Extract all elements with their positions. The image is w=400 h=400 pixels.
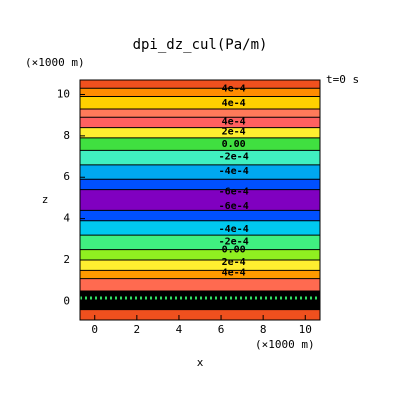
x-tick-label: 0 bbox=[91, 323, 98, 336]
contour-label: 4e-4 bbox=[222, 98, 246, 109]
contour-band bbox=[80, 179, 320, 190]
chart-title: dpi_dz_cul(Pa/m) bbox=[133, 37, 268, 53]
x-tick-label: 2 bbox=[134, 323, 141, 336]
y-tick-label: 4 bbox=[63, 212, 70, 225]
y-axis-label: z bbox=[42, 193, 49, 206]
contour-band bbox=[80, 249, 320, 260]
contour-band bbox=[80, 270, 320, 279]
contour-band bbox=[80, 164, 320, 180]
y-tick-label: 0 bbox=[63, 294, 70, 307]
contour-band bbox=[80, 80, 320, 89]
contour-label: -4e-4 bbox=[219, 224, 249, 235]
x-tick-label: 6 bbox=[218, 323, 225, 336]
contour-band bbox=[80, 137, 320, 151]
y-tick-label: 2 bbox=[63, 253, 70, 266]
contour-label: 4e-4 bbox=[222, 267, 246, 278]
time-label: t=0 s bbox=[326, 73, 359, 86]
contour-label: -4e-4 bbox=[219, 166, 249, 177]
contour-band bbox=[80, 96, 320, 109]
plot-area bbox=[80, 79, 320, 320]
contour-band bbox=[80, 291, 320, 310]
y-tick-label: 6 bbox=[63, 170, 70, 183]
contour-band bbox=[80, 278, 320, 292]
x-tick-label: 8 bbox=[260, 323, 267, 336]
contour-band bbox=[80, 235, 320, 250]
x-axis-label: x bbox=[197, 356, 204, 369]
contour-label: 4e-4 bbox=[222, 83, 246, 94]
contour-band bbox=[80, 210, 320, 221]
contour-label: 2e-4 bbox=[222, 257, 246, 268]
contour-band bbox=[80, 88, 320, 97]
contour-label: -6e-4 bbox=[219, 201, 249, 212]
contour-band bbox=[80, 220, 320, 236]
contour-band bbox=[80, 309, 320, 320]
contour-label: 0.00 bbox=[222, 139, 246, 150]
y-tick-label: 10 bbox=[57, 87, 70, 100]
contour-band bbox=[80, 260, 320, 271]
contour-band bbox=[80, 189, 320, 211]
contour-band bbox=[80, 117, 320, 128]
contour-band bbox=[80, 150, 320, 165]
plot-frame bbox=[79, 79, 321, 321]
y-unit: (×1000 m) bbox=[25, 56, 85, 69]
contour-label: -6e-4 bbox=[219, 187, 249, 198]
contour-label: -2e-4 bbox=[219, 236, 249, 247]
contour-band bbox=[80, 108, 320, 118]
contour-label: 4e-4 bbox=[222, 116, 246, 127]
contour-label: 2e-4 bbox=[222, 127, 246, 138]
x-tick-label: 10 bbox=[299, 323, 312, 336]
y-tick-label: 8 bbox=[63, 129, 70, 142]
x-unit: (×1000 m) bbox=[255, 338, 315, 351]
contour-band bbox=[80, 127, 320, 138]
contour-label: -2e-4 bbox=[219, 152, 249, 163]
contour-label: 0.00 bbox=[222, 245, 246, 256]
x-tick-label: 4 bbox=[176, 323, 183, 336]
